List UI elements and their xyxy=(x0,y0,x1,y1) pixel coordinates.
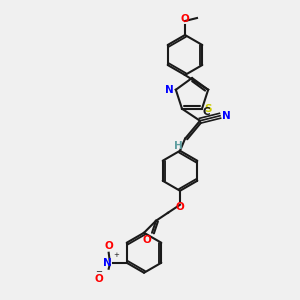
Text: N: N xyxy=(222,111,231,121)
Text: O: O xyxy=(176,202,184,212)
Text: O: O xyxy=(95,274,104,284)
Text: S: S xyxy=(204,104,212,114)
Text: O: O xyxy=(142,235,151,245)
Text: −: − xyxy=(95,267,102,276)
Text: H: H xyxy=(174,141,183,151)
Text: C: C xyxy=(202,107,210,117)
Text: O: O xyxy=(181,14,189,24)
Text: O: O xyxy=(104,241,113,251)
Text: +: + xyxy=(114,252,120,258)
Text: N: N xyxy=(165,85,174,95)
Text: N: N xyxy=(103,258,112,268)
